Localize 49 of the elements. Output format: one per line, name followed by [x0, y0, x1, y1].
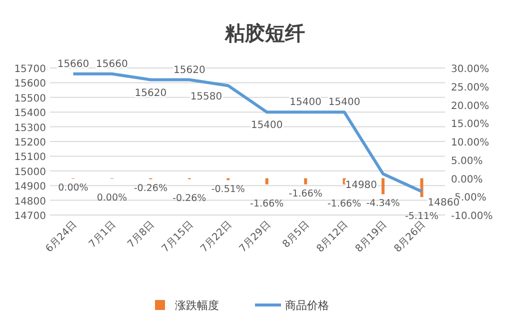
y2-tick-label: 10.00%	[451, 138, 490, 148]
y2-tick-label: 25.00%	[451, 82, 490, 94]
data-label: 15660	[57, 58, 90, 70]
y-tick-label: 14700	[14, 211, 46, 222]
chart-title: 粘胶短纤	[224, 21, 305, 45]
data-label: -0.26%	[172, 193, 206, 204]
y2-tick-label: 0.00%	[451, 174, 483, 186]
data-label: 15660	[96, 58, 128, 70]
y-tick-label: 14900	[14, 182, 46, 193]
data-label: 15620	[174, 64, 206, 76]
legend-label: 涨跌幅度	[175, 299, 219, 312]
x-tick-label: 7月22日	[198, 219, 234, 255]
x-tick-label: 8月19日	[354, 219, 390, 255]
data-label: -1.66%	[288, 188, 322, 200]
y-tick-label: 15500	[14, 93, 46, 104]
y-tick-label: 15600	[14, 78, 46, 90]
x-tick-label: 7月15日	[160, 219, 196, 255]
data-label: -1.66%	[250, 198, 284, 210]
data-label: 14980	[345, 180, 378, 191]
data-label: 15620	[134, 88, 167, 99]
y-tick-label: 15200	[14, 138, 46, 148]
data-label: -4.34%	[366, 198, 400, 210]
data-label: 15400	[250, 120, 283, 132]
data-label: 0.00%	[96, 192, 128, 204]
y-tick-label: 15400	[14, 108, 46, 120]
x-tick-label: 8月12日	[315, 219, 350, 255]
y2-tick-label: 15.00%	[451, 119, 490, 130]
data-label: 0.00%	[58, 182, 88, 194]
y-tick-label: 14800	[14, 196, 46, 208]
y2-tick-label: 30.00%	[451, 64, 490, 75]
y-tick-label: 15100	[14, 152, 46, 164]
x-tick-label: 8月5日	[280, 219, 312, 250]
y2-tick-label: 5.00%	[451, 156, 483, 167]
x-tick-label: 7月29日	[238, 219, 273, 255]
y-tick-label: 15300	[14, 122, 46, 134]
data-label: -1.66%	[328, 198, 362, 210]
x-tick-label: 7月8日	[126, 219, 157, 250]
y2-tick-label: 20.00%	[451, 100, 490, 112]
data-label: 15400	[290, 97, 322, 108]
y-tick-label: 15000	[14, 166, 46, 178]
legend-label: 商品价格	[285, 299, 329, 312]
x-tick-label: 7月1日	[87, 219, 118, 250]
y2-tick-label: -10.00%	[451, 211, 493, 222]
data-label: -0.51%	[211, 184, 245, 196]
data-label: -0.26%	[134, 183, 168, 194]
data-label: 15580	[190, 92, 222, 103]
data-label: 15400	[328, 97, 360, 108]
y-tick-label: 15700	[14, 64, 46, 75]
x-tick-label: 6月24日	[44, 219, 80, 255]
